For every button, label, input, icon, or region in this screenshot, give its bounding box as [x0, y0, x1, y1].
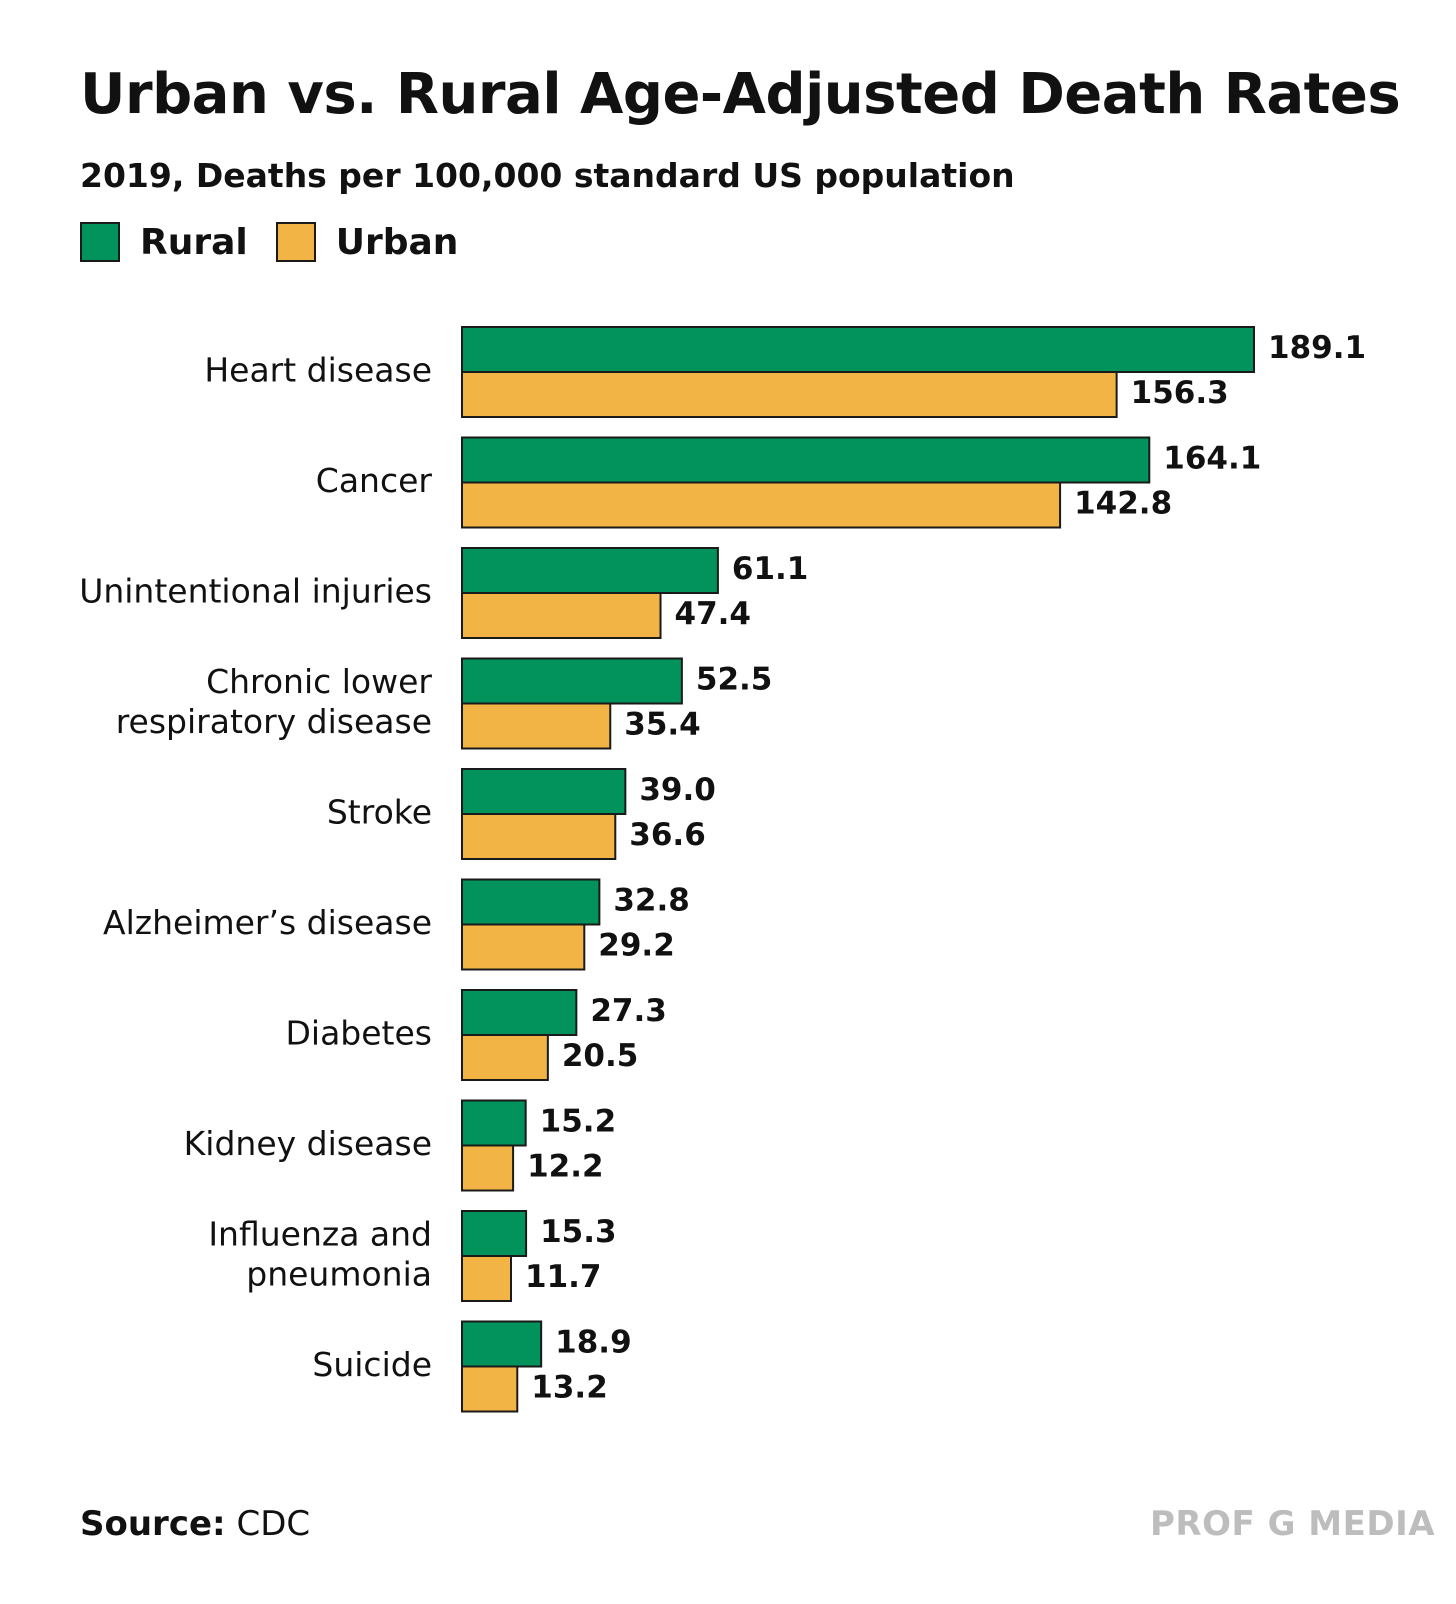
category-label-unintentional-injuries: Unintentional injuries [79, 572, 432, 611]
category-label-stroke: Stroke [327, 793, 432, 832]
category-label-kidney-disease: Kidney disease [184, 1124, 432, 1163]
chart-subtitle: 2019, Deaths per 100,000 standard US pop… [80, 156, 1015, 195]
bar-urban-alzheimer-s-disease [461, 923, 586, 971]
category-label-alzheimer-s-disease: Alzheimer’s disease [103, 903, 432, 942]
value-label-rural-stroke: 39.0 [639, 772, 716, 808]
category-label-chronic-lower-respiratory-disease-line-2: respiratory disease [116, 702, 432, 741]
source-text: CDC [236, 1504, 311, 1544]
legend-item-urban: Urban [275, 221, 459, 263]
bar-rural-stroke [461, 768, 627, 815]
legend-item-rural: Rural [80, 222, 248, 263]
category-label-diabetes: Diabetes [286, 1014, 433, 1053]
bar-rural-cancer [461, 436, 1151, 484]
bar-rural-kidney-disease [461, 1099, 527, 1147]
bar-urban-diabetes [461, 1034, 549, 1081]
value-label-rural-alzheimer-s-disease: 32.8 [613, 883, 690, 919]
category-label-chronic-lower-respiratory-disease-line-1: Chronic lower [206, 662, 432, 701]
bar-urban-suicide [461, 1365, 519, 1413]
bar-rural-heart-disease [461, 326, 1255, 373]
category-label-heart-disease: Heart disease [204, 351, 432, 390]
bar-urban-stroke [461, 813, 617, 860]
bar-rural-suicide [461, 1320, 543, 1368]
legend-swatch-rural [80, 222, 120, 262]
category-label-suicide: Suicide [312, 1345, 432, 1384]
bar-urban-unintentional-injuries [461, 592, 662, 639]
source-note: Source: CDC [80, 1504, 310, 1544]
value-label-rural-chronic-lower-respiratory-disease: 52.5 [696, 662, 773, 698]
chart-title: Urban vs. Rural Age-Adjusted Death Rates [80, 62, 1401, 127]
value-label-urban-stroke: 36.6 [629, 817, 706, 853]
category-label-cancer: Cancer [316, 461, 433, 500]
value-label-urban-influenza-and-pneumonia: 11.7 [525, 1259, 602, 1295]
value-label-urban-suicide: 13.2 [531, 1370, 608, 1406]
value-label-urban-diabetes: 20.5 [562, 1038, 639, 1074]
legend-swatch-urban [275, 222, 316, 262]
value-label-rural-diabetes: 27.3 [590, 993, 667, 1029]
legend-label-rural: Rural [140, 221, 248, 263]
brand-logo: PROF G MEDIA [1150, 1504, 1436, 1544]
value-label-rural-kidney-disease: 15.2 [540, 1104, 617, 1140]
value-label-urban-cancer: 142.8 [1074, 486, 1172, 522]
value-label-urban-chronic-lower-respiratory-disease: 35.4 [624, 707, 701, 743]
bar-rural-influenza-and-pneumonia [461, 1210, 528, 1257]
value-label-rural-cancer: 164.1 [1163, 441, 1261, 477]
source-prefix: Source: [80, 1504, 226, 1544]
bar-chart: Heart disease 189.1 156.3 Cancer 164.1 142.8 U… [79, 326, 1366, 1413]
value-label-rural-heart-disease: 189.1 [1268, 330, 1366, 366]
legend-label-urban: Urban [335, 221, 459, 263]
value-label-urban-unintentional-injuries: 47.4 [675, 596, 752, 632]
category-label-influenza-and-pneumonia-line-1: Influenza and [208, 1215, 432, 1254]
bar-rural-diabetes [461, 989, 578, 1036]
legend: Rural Urban [80, 220, 486, 264]
bar-rural-alzheimer-s-disease [461, 878, 601, 926]
value-label-rural-influenza-and-pneumonia: 15.3 [540, 1214, 617, 1250]
value-label-urban-alzheimer-s-disease: 29.2 [598, 928, 675, 964]
bar-urban-influenza-and-pneumonia [461, 1255, 513, 1302]
bar-urban-kidney-disease [461, 1144, 515, 1192]
value-label-rural-unintentional-injuries: 61.1 [732, 551, 809, 587]
value-label-urban-kidney-disease: 12.2 [527, 1149, 604, 1185]
value-label-urban-heart-disease: 156.3 [1131, 375, 1229, 411]
bar-urban-chronic-lower-respiratory-disease [461, 702, 612, 750]
bar-urban-cancer [461, 481, 1062, 529]
bar-urban-heart-disease [461, 371, 1118, 418]
category-label-influenza-and-pneumonia-line-2: pneumonia [246, 1255, 432, 1294]
bar-rural-unintentional-injuries [461, 547, 719, 594]
value-label-rural-suicide: 18.9 [555, 1325, 632, 1361]
bar-rural-chronic-lower-respiratory-disease [461, 657, 683, 705]
